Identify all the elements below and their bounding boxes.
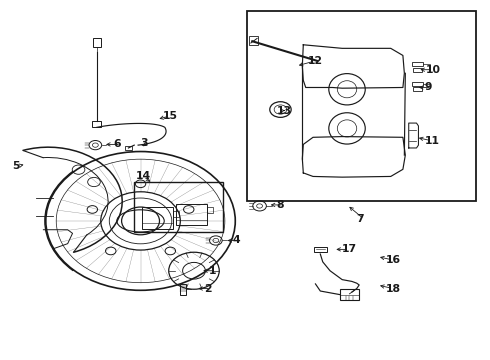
Text: 12: 12 <box>308 56 323 66</box>
Text: 5: 5 <box>12 161 19 171</box>
Bar <box>414 87 421 90</box>
Bar <box>413 68 422 72</box>
Text: 3: 3 <box>141 138 148 148</box>
Bar <box>412 82 423 86</box>
Text: 6: 6 <box>114 139 122 149</box>
Bar <box>93 38 101 46</box>
Text: 17: 17 <box>342 244 357 255</box>
Bar <box>412 62 423 67</box>
Text: 1: 1 <box>209 266 216 276</box>
Text: 8: 8 <box>276 200 284 210</box>
Bar <box>247 11 476 201</box>
Text: 10: 10 <box>426 65 441 75</box>
Bar <box>134 182 223 231</box>
Text: 15: 15 <box>162 111 177 121</box>
Text: 4: 4 <box>233 235 241 246</box>
Text: 11: 11 <box>425 136 440 146</box>
Text: 16: 16 <box>386 255 401 265</box>
Bar <box>207 207 213 213</box>
Bar <box>93 121 101 127</box>
Bar <box>124 146 132 150</box>
Bar <box>249 36 258 45</box>
Bar <box>173 211 179 217</box>
Bar <box>314 247 327 252</box>
Text: 13: 13 <box>276 105 292 116</box>
Bar <box>180 284 186 295</box>
Text: 14: 14 <box>136 171 151 181</box>
Text: 9: 9 <box>425 82 432 93</box>
Bar <box>142 207 173 229</box>
Text: 2: 2 <box>204 284 211 293</box>
Bar <box>175 204 207 225</box>
Bar <box>340 289 359 300</box>
Text: 7: 7 <box>357 214 365 224</box>
Text: 18: 18 <box>386 284 401 293</box>
